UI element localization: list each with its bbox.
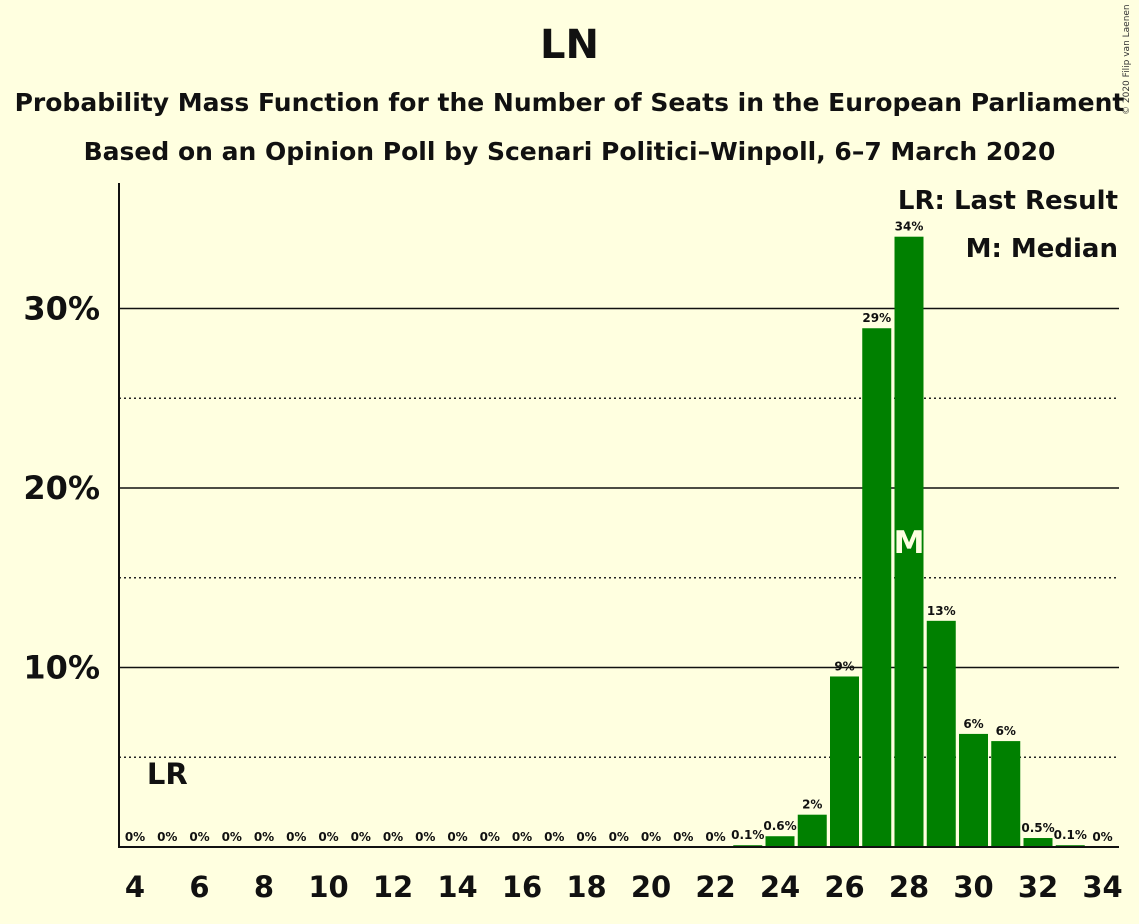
legend: LR: Last Result M: Median <box>898 186 1118 264</box>
data-label: 9% <box>834 659 854 673</box>
bar <box>926 620 956 847</box>
y-tick-label: 30% <box>23 290 100 328</box>
chart-subtitle-poll: Based on an Opinion Poll by Scenari Poli… <box>83 137 1056 166</box>
data-label: 0.5% <box>1021 821 1054 835</box>
y-tick-label: 10% <box>23 649 100 687</box>
x-tick-label: 32 <box>1018 870 1058 904</box>
data-label: 0% <box>318 830 338 844</box>
data-label: 0% <box>189 830 209 844</box>
data-label: 0% <box>1092 830 1112 844</box>
data-labels: 0% 0% 0% 0% 0% 0% 0% 0% 0% 0% 0% 0% 0% 0% 0% 0% 0% 0% 0% 0.… <box>125 220 1113 844</box>
bar <box>862 328 892 847</box>
bar <box>991 741 1021 847</box>
data-label: 0% <box>512 830 532 844</box>
x-tick-label: 14 <box>437 870 477 904</box>
bar <box>1023 838 1053 847</box>
bar <box>830 676 859 847</box>
gridlines <box>119 307 1119 758</box>
data-label: 0% <box>705 830 725 844</box>
data-label: 0% <box>383 830 403 844</box>
x-tick-label: 12 <box>373 870 413 904</box>
data-label: 0% <box>480 830 500 844</box>
x-tick-label: 30 <box>953 870 993 904</box>
bar <box>797 814 827 847</box>
bar <box>959 733 988 847</box>
data-label: 29% <box>862 311 891 325</box>
data-label: 0% <box>673 830 693 844</box>
x-tick-label: 24 <box>760 870 800 904</box>
data-label: 0% <box>415 830 435 844</box>
data-label: 0% <box>286 830 306 844</box>
data-label: 6% <box>996 724 1016 738</box>
data-label: 2% <box>802 798 822 812</box>
data-label: 0% <box>544 830 564 844</box>
chart-title: LN <box>540 22 599 68</box>
data-label: 0.1% <box>731 828 764 842</box>
data-label: 0% <box>157 830 177 844</box>
x-tick-label: 6 <box>189 870 209 904</box>
x-tick-label: 28 <box>889 870 929 904</box>
data-label: 0% <box>447 830 467 844</box>
chart-subtitle: Probability Mass Function for the Number… <box>14 88 1125 117</box>
x-tick-label: 26 <box>824 870 864 904</box>
bar <box>765 836 795 847</box>
y-tick-label: 20% <box>23 469 100 507</box>
data-label: 0% <box>609 830 629 844</box>
axes: 10% 20% 30% 4 6 8 10 12 14 16 18 20 22 24 26 28 30 32 34 <box>23 183 1123 904</box>
x-tick-label: 34 <box>1082 870 1122 904</box>
data-label: 13% <box>927 604 956 618</box>
data-label: 0% <box>222 830 242 844</box>
x-tick-label: 18 <box>566 870 606 904</box>
data-label: 0% <box>641 830 661 844</box>
data-label: 0% <box>351 830 371 844</box>
legend-entry: LR: Last Result <box>898 186 1118 216</box>
data-label: 34% <box>895 220 924 234</box>
x-tick-label: 22 <box>695 870 735 904</box>
data-label: 0.6% <box>763 819 796 833</box>
x-tick-label: 8 <box>254 870 274 904</box>
last-result-marker: LR <box>147 757 188 791</box>
x-tick-label: 16 <box>502 870 542 904</box>
data-label: 6% <box>963 717 983 731</box>
legend-entry: M: Median <box>966 234 1118 264</box>
data-label: 0% <box>576 830 596 844</box>
median-marker: M <box>894 525 925 561</box>
bar <box>894 236 924 847</box>
x-tick-label: 10 <box>308 870 348 904</box>
x-tick-label: 4 <box>125 870 145 904</box>
x-tick-label: 20 <box>631 870 671 904</box>
data-label: 0% <box>254 830 274 844</box>
bars <box>733 236 1085 847</box>
data-label: 0.1% <box>1054 828 1087 842</box>
data-label: 0% <box>125 830 145 844</box>
